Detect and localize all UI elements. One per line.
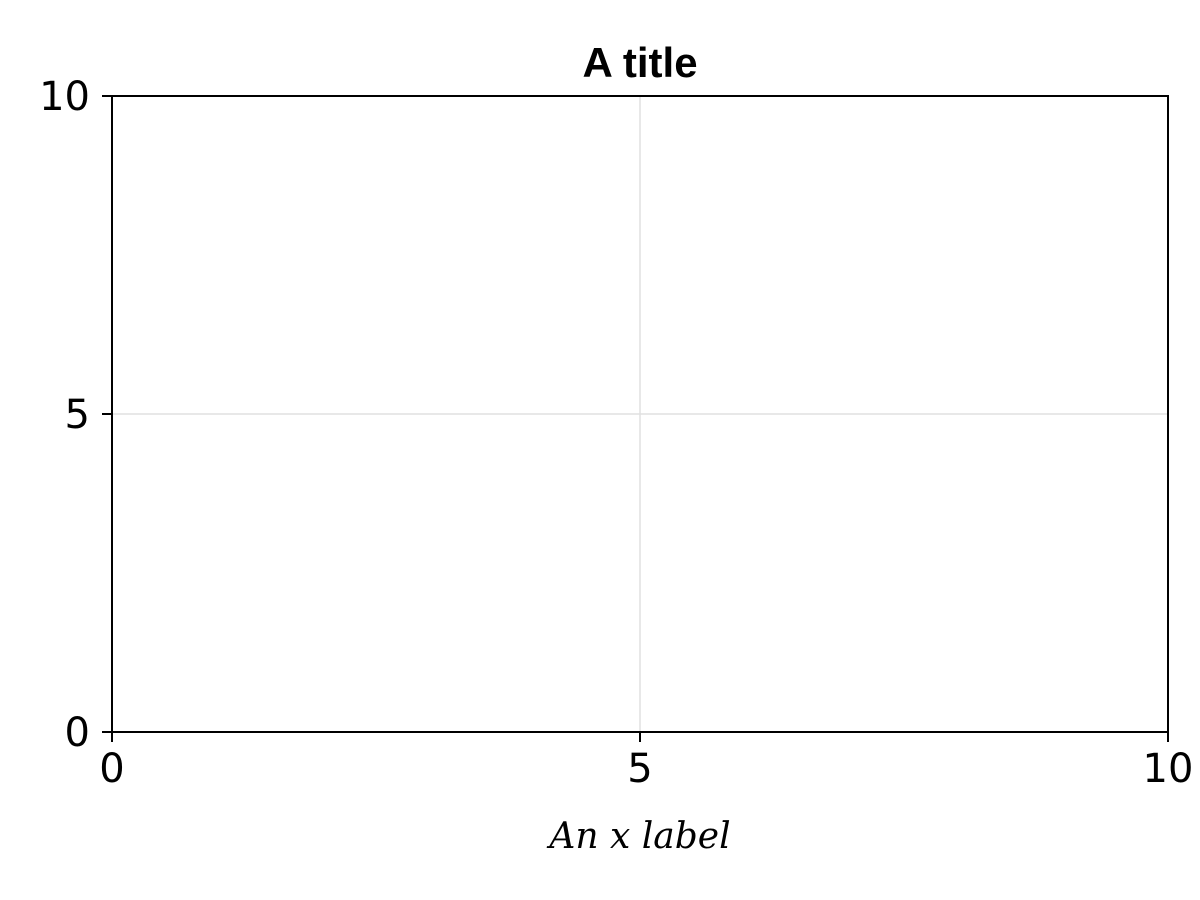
x-tick-label: 5 xyxy=(627,746,652,792)
x-tick-label: 10 xyxy=(1143,746,1194,792)
x-tick-label: 0 xyxy=(99,746,124,792)
y-tick-label: 0 xyxy=(65,710,90,756)
y-tick-label: 10 xyxy=(39,74,90,120)
x-axis-label: An x label xyxy=(546,816,730,857)
ticks: 0 5 10 0 5 10 xyxy=(39,74,1193,792)
y-tick-label: 5 xyxy=(65,392,90,438)
grid xyxy=(111,95,1169,733)
chart-title: A title xyxy=(582,39,697,86)
